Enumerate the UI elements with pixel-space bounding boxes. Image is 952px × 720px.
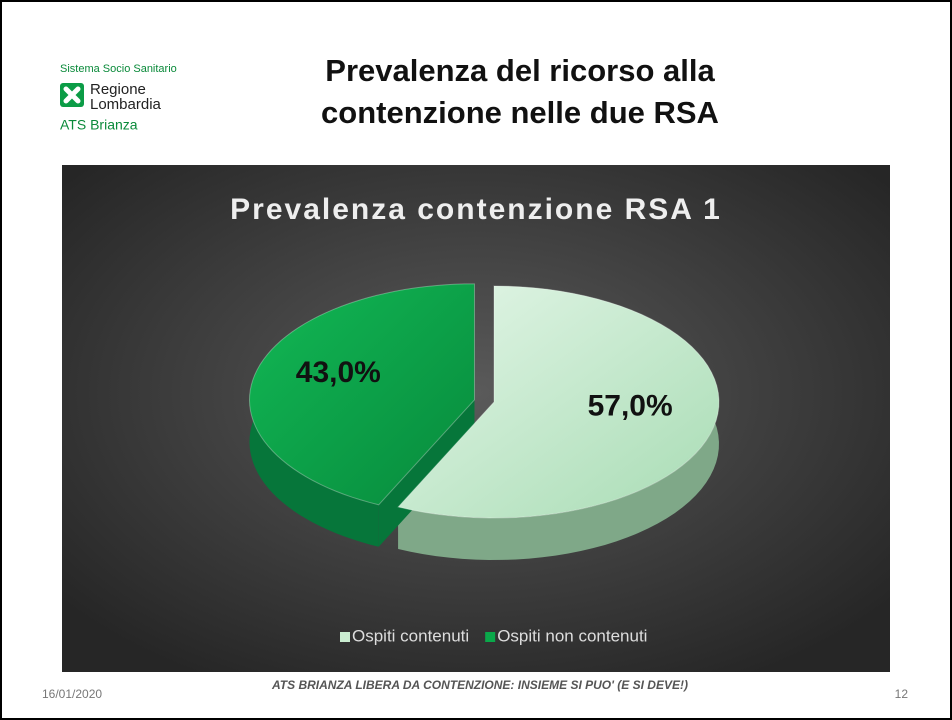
legend-label: Ospiti contenuti <box>352 626 469 645</box>
chart-title: Prevalenza contenzione RSA 1 <box>230 193 722 226</box>
slice-face <box>378 399 475 547</box>
logo-system: Sistema Socio Sanitario <box>60 63 177 75</box>
footer-text: ATS BRIANZA LIBERA DA CONTENZIONE: INSIE… <box>272 678 688 692</box>
pie-slice <box>397 285 720 519</box>
legend-label: Ospiti non contenuti <box>497 626 647 645</box>
chart-background <box>62 165 890 672</box>
logo-region: Lombardia <box>90 96 162 113</box>
legend-swatch <box>485 632 496 642</box>
data-label: 43,0% <box>296 356 381 389</box>
pie-slice <box>248 283 475 506</box>
legend-swatch <box>340 632 350 642</box>
logo-icon <box>60 83 84 107</box>
data-label: 57,0% <box>588 390 673 423</box>
logo-agency: ATS Brianza <box>60 117 138 133</box>
logo-region: Regione <box>90 81 146 98</box>
slide-title: Prevalenza del ricorso alla contenzione … <box>321 53 719 130</box>
footer-page: 12 <box>895 687 909 701</box>
footer-date: 16/01/2020 <box>42 687 102 701</box>
